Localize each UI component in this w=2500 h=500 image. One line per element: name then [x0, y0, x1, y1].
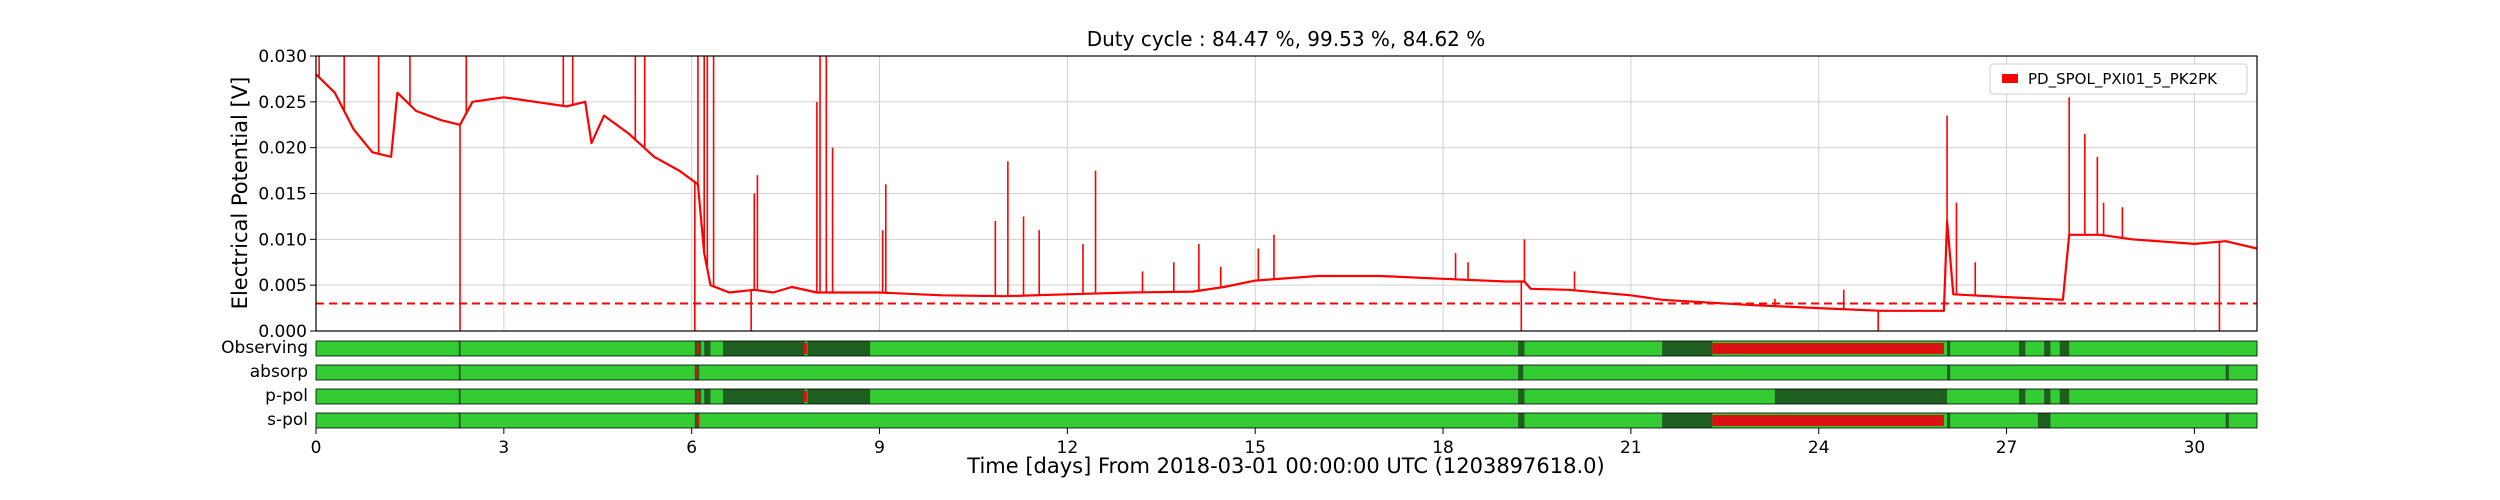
segment-off — [704, 341, 711, 356]
segment-off — [1937, 389, 1948, 404]
legend: PD_SPOL_PXI01_5_PK2PK — [1989, 63, 2248, 95]
legend-label: PD_SPOL_PXI01_5_PK2PK — [2028, 70, 2218, 89]
segment-off — [458, 365, 461, 380]
segment-off — [458, 389, 461, 404]
legend-box — [1989, 63, 2248, 95]
segment-flag — [696, 415, 700, 426]
segment-row-label: Observing — [221, 338, 308, 358]
segment-off — [1947, 365, 1951, 380]
segment-row-bar — [316, 365, 2257, 380]
x-tick-label: 3 — [498, 438, 509, 458]
segment-off — [2059, 389, 2070, 404]
segment-off — [1518, 341, 1525, 356]
segment-flag — [696, 343, 700, 354]
segment-off — [1518, 389, 1525, 404]
segment-off — [807, 341, 871, 356]
plot-frame — [315, 55, 2258, 332]
segment-off — [2019, 341, 2026, 356]
x-tick-label: 0 — [311, 438, 322, 458]
x-axis-label: Time [days] From 2018-03-01 00:00:00 UTC… — [966, 454, 1604, 478]
segment-row-frame — [315, 412, 2258, 429]
segment-off — [722, 389, 805, 404]
x-tick-label: 21 — [1620, 438, 1642, 458]
series-layer — [315, 56, 2258, 331]
x-tick-label: 24 — [1808, 438, 1830, 458]
segment-off — [2019, 389, 2026, 404]
segment-row-bar — [316, 389, 2257, 404]
segment-row-bar — [316, 341, 2257, 356]
segment-flag — [803, 391, 807, 402]
segment-off — [2059, 341, 2070, 356]
x-tick-label: 9 — [874, 438, 885, 458]
y-tick-label: 0.010 — [258, 230, 307, 250]
segment-row-label: s-pol — [267, 410, 308, 430]
chart-title: Duty cycle : 84.47 %, 99.53 %, 84.62 % — [1087, 27, 1486, 51]
segment-row-frame — [315, 340, 2258, 357]
segment-off — [2037, 413, 2051, 428]
segment-flag — [1712, 343, 1944, 354]
segment-off — [2044, 341, 2051, 356]
segment-flag — [695, 367, 698, 378]
y-tick-label: 0.005 — [258, 276, 307, 296]
segment-off — [704, 389, 711, 404]
segment-rows: Observing absorp p-pol s-pol — [221, 338, 2258, 430]
segment-off — [2225, 413, 2229, 428]
segment-off — [458, 341, 461, 356]
segment-off — [1947, 413, 1951, 428]
x-tick-label: 15 — [1244, 438, 1266, 458]
segment-row-label: absorp — [250, 362, 308, 382]
segment-flag — [696, 391, 700, 402]
y-tick-label: 0.030 — [258, 47, 307, 67]
segment-off — [722, 341, 805, 356]
segment-off — [807, 389, 871, 404]
segment-off — [1518, 413, 1525, 428]
y-axis-ticks: 0.000 0.005 0.010 0.015 0.020 0.025 0.030 — [258, 47, 316, 342]
segment-flag — [1712, 415, 1944, 426]
grid — [315, 55, 2257, 332]
segment-off — [2225, 365, 2229, 380]
y-tick-label: 0.025 — [258, 93, 307, 113]
segment-flag — [803, 343, 807, 354]
x-tick-label: 27 — [1996, 438, 2018, 458]
segment-row-frame — [315, 364, 2258, 381]
segment-row-label: p-pol — [265, 386, 308, 406]
segment-off — [1662, 341, 1713, 356]
legend-swatch — [2002, 74, 2018, 83]
y-tick-label: 0.000 — [258, 322, 307, 342]
x-axis-ticks: 0 3 6 9 12 15 18 21 24 27 30 — [311, 428, 2206, 458]
series-line — [315, 73, 2258, 312]
segment-off — [1662, 413, 1713, 428]
x-tick-label: 12 — [1057, 438, 1079, 458]
x-tick-label: 6 — [686, 438, 697, 458]
segment-row-frame — [315, 388, 2258, 405]
x-tick-label: 30 — [2184, 438, 2206, 458]
segment-off — [458, 413, 461, 428]
segment-off — [1774, 389, 1938, 404]
x-tick-label: 18 — [1432, 438, 1454, 458]
segment-off — [2044, 389, 2051, 404]
y-axis-label: Electrical Potential [V] — [228, 77, 252, 310]
segment-off — [1518, 365, 1524, 380]
segment-row-bar — [316, 413, 2257, 428]
segment-off — [1947, 341, 1951, 356]
y-tick-label: 0.015 — [258, 185, 307, 205]
y-tick-label: 0.020 — [258, 139, 307, 159]
